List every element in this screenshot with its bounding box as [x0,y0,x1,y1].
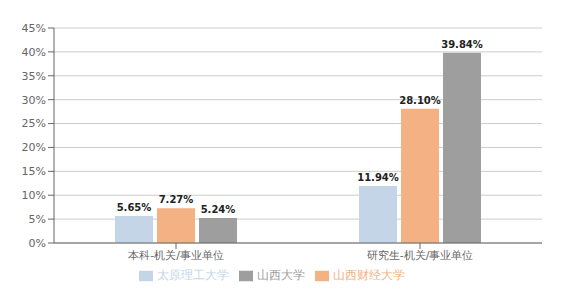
svg-text:45%: 45% [22,22,46,35]
svg-text:本科-机关/事业单位: 本科-机关/事业单位 [128,249,224,262]
svg-text:40%: 40% [22,46,46,59]
html-text:山西财经大学: 山西财经大学 [333,268,405,282]
svg-text:5.24%: 5.24% [201,204,236,215]
svg-text:5.65%: 5.65% [117,202,152,213]
svg-text:7.27%: 7.27% [159,194,194,205]
svg-text:20%: 20% [22,141,46,154]
svg-text:25%: 25% [22,117,46,130]
svg-text:0%: 0% [29,237,46,250]
svg-text:35%: 35% [22,70,46,83]
svg-text:5%: 5% [29,213,46,226]
svg-text:39.84%: 39.84% [441,39,483,50]
svg-text:15%: 15% [22,165,46,178]
svg-text:11.94%: 11.94% [357,172,399,183]
svg-text:28.10%: 28.10% [399,95,441,106]
svg-text:10%: 10% [22,189,46,202]
svg-text:30%: 30% [22,94,46,107]
html-text:山西大学: 山西大学 [257,268,305,282]
html-text:太原理工大学: 太原理工大学 [157,268,229,282]
svg-text:研究生-机关/事业单位: 研究生-机关/事业单位 [367,249,474,262]
